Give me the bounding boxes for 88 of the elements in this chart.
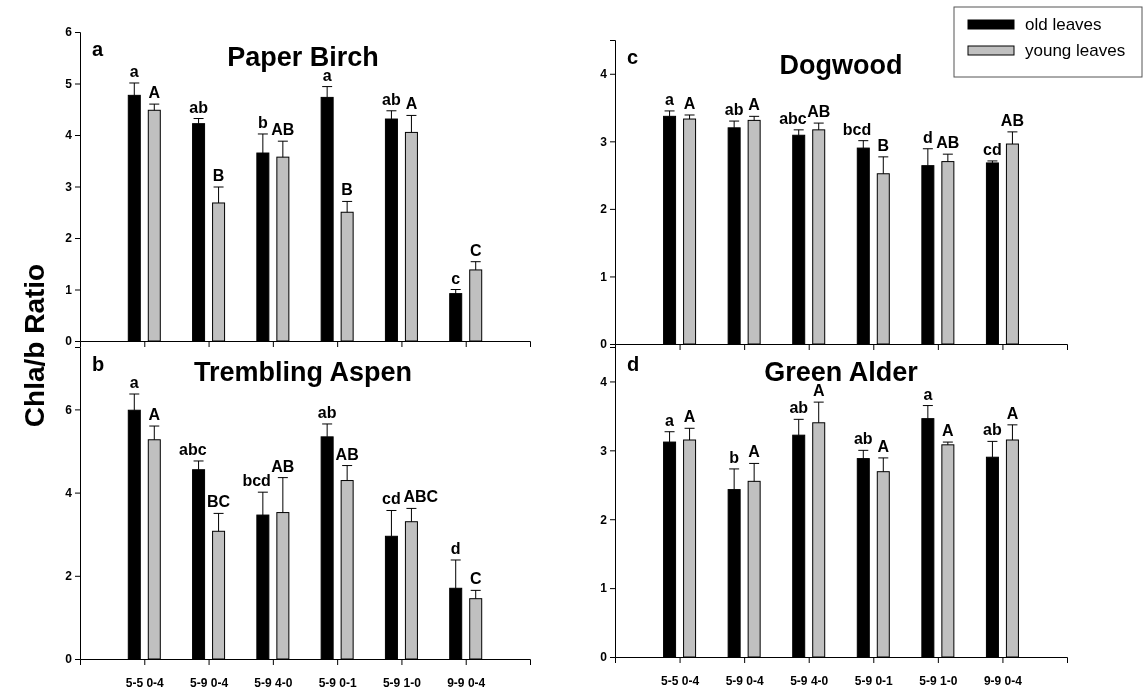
y-tick-label: 3 (65, 179, 73, 194)
y-axis-title: Chla/b Ratio (19, 263, 50, 428)
x-tick-label: 9-9 0-4 (447, 676, 486, 691)
data-label: A (942, 422, 955, 440)
x-tick-label: 5-9 0-4 (725, 674, 764, 689)
y-tick-label: 4 (65, 128, 73, 143)
data-label: A (683, 408, 696, 426)
annotation: b (92, 353, 105, 375)
x-tick-label: 5-9 0-4 (190, 676, 229, 691)
x-tick-label: 5-9 4-0 (790, 674, 829, 689)
data-label: AB (1000, 111, 1024, 129)
data-label: a (923, 385, 933, 403)
y-tick-label: 0 (65, 334, 73, 349)
y-tick-label: 0 (600, 337, 608, 352)
data-label: d (450, 539, 461, 557)
data-label: A (748, 96, 761, 114)
y-tick-label: 5 (65, 76, 73, 91)
data-label: A (148, 84, 161, 102)
y-tick-label: 1 (600, 269, 608, 284)
data-label: ab (983, 421, 1002, 439)
y-tick-label: 4 (600, 67, 608, 82)
data-label: ab (189, 98, 209, 116)
data-label: A (877, 437, 890, 455)
legend-label: old leaves (1025, 15, 1102, 34)
y-tick-label: 2 (600, 202, 608, 217)
y-tick-label: 3 (600, 134, 608, 149)
y-tick-label: 4 (65, 485, 73, 500)
data-label: C (469, 241, 482, 259)
data-label: A (405, 95, 418, 113)
chart-title: Dogwood (779, 50, 903, 80)
y-tick-label: 6 (65, 25, 73, 40)
data-label: ab (853, 430, 873, 448)
data-label: ABC (403, 488, 439, 506)
x-tick-label: 9-9 0-4 (983, 674, 1023, 689)
data-label: a (665, 411, 675, 429)
data-label: C (469, 570, 482, 588)
data-label: bcd (842, 120, 872, 138)
data-label: cd (382, 490, 401, 508)
data-label: ab (724, 101, 744, 119)
data-label: a (665, 90, 675, 108)
y-tick-label: 2 (65, 569, 73, 584)
x-tick-label: 5-9 1-0 (382, 676, 422, 691)
data-label: AB (807, 103, 831, 121)
x-tick-label: 5-9 1-0 (919, 674, 958, 689)
y-tick-label: 2 (600, 512, 608, 527)
x-tick-label: 5-9 4-0 (254, 676, 293, 691)
legend-label: young leaves (1025, 41, 1126, 60)
y-tick-label: 1 (600, 581, 608, 596)
data-label: bcd (242, 472, 271, 490)
data-label: A (1006, 404, 1019, 422)
data-label: A (148, 406, 161, 424)
data-label: A (748, 443, 761, 461)
data-label: abc (178, 440, 207, 458)
x-tick-label: 5-9 0-1 (318, 676, 357, 691)
data-label: BC (207, 493, 231, 511)
y-tick-label: 2 (65, 231, 73, 246)
y-tick-label: 4 (600, 374, 608, 389)
annotation: a (92, 38, 104, 60)
data-label: b (729, 448, 740, 466)
data-label: B (212, 167, 225, 185)
data-label: AB (271, 457, 295, 475)
x-tick-label: 5-5 0-4 (125, 676, 165, 691)
data-label: ab (317, 403, 337, 421)
annotation: d (627, 353, 640, 375)
data-label: B (341, 181, 353, 199)
data-label: a (129, 374, 139, 392)
annotation: c (627, 46, 639, 68)
data-label: B (877, 136, 890, 154)
x-tick-label: 5-5 0-4 (661, 674, 700, 689)
data-label: c (451, 269, 461, 287)
data-label: A (683, 94, 696, 112)
data-label: AB (335, 445, 359, 463)
data-label: abc (779, 109, 807, 127)
y-tick-label: 0 (600, 650, 608, 665)
data-label: ab (382, 90, 401, 108)
y-tick-label: 1 (65, 282, 73, 297)
data-label: b (257, 113, 268, 131)
data-label: ab (789, 399, 809, 417)
y-tick-label: 3 (600, 443, 608, 458)
data-label: d (922, 128, 933, 146)
y-tick-label: 6 (65, 402, 73, 417)
data-label: a (129, 62, 139, 80)
data-label: AB (936, 134, 960, 152)
chart-title: Trembling Aspen (193, 357, 413, 387)
x-tick-label: 5-9 0-1 (854, 674, 894, 689)
data-label: cd (983, 140, 1002, 158)
data-label: AB (271, 121, 295, 139)
y-tick-label: 0 (65, 652, 73, 667)
